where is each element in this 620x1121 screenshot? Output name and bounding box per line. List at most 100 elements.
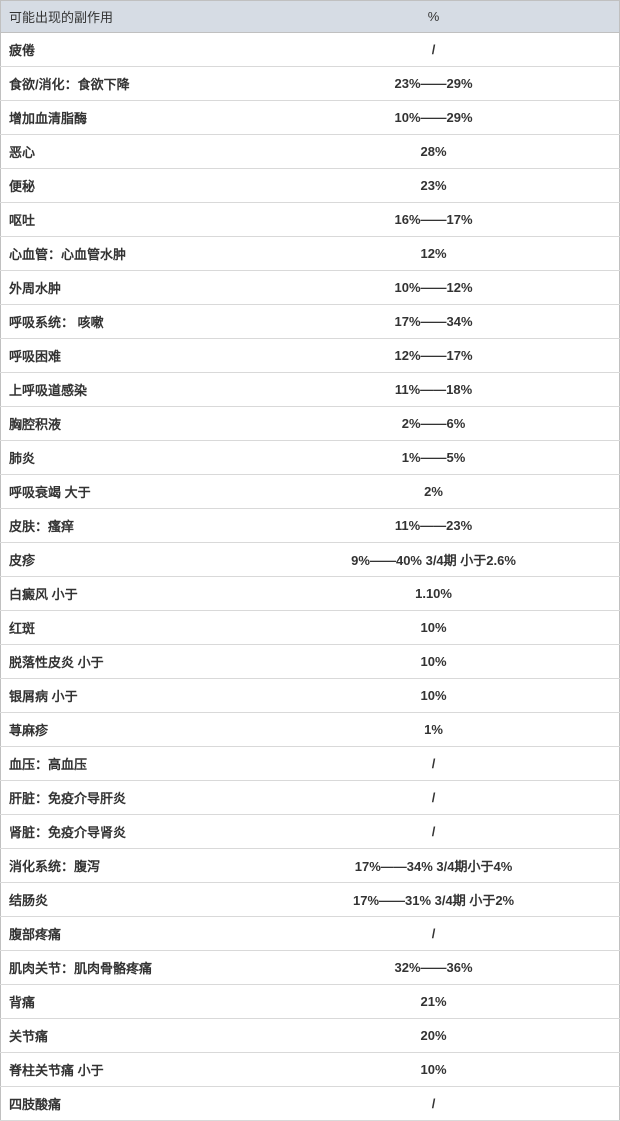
side-effect-label: 呼吸困难 [1,339,249,373]
column-header-percent: % [248,1,619,33]
side-effect-label: 心血管：心血管水肿 [1,237,249,271]
table-row: 银屑病 小于10% [1,679,620,713]
side-effect-value: 10% [248,679,619,713]
table-row: 荨麻疹1% [1,713,620,747]
side-effect-value: / [248,1087,619,1121]
table-row: 外周水肿10%——12% [1,271,620,305]
table-row: 消化系统：腹泻17%——34% 3/4期小于4% [1,849,620,883]
side-effect-value: / [248,747,619,781]
side-effect-label: 银屑病 小于 [1,679,249,713]
table-row: 血压：高血压/ [1,747,620,781]
side-effect-value: 11%——23% [248,509,619,543]
side-effect-label: 皮疹 [1,543,249,577]
side-effect-value: 1.10% [248,577,619,611]
side-effect-label: 恶心 [1,135,249,169]
side-effect-label: 关节痛 [1,1019,249,1053]
side-effect-value: 12%——17% [248,339,619,373]
side-effect-value: 10% [248,611,619,645]
side-effect-label: 肌肉关节：肌肉骨骼疼痛 [1,951,249,985]
side-effect-label: 上呼吸道感染 [1,373,249,407]
side-effect-label: 呼吸系统： 咳嗽 [1,305,249,339]
table-row: 皮疹9%——40% 3/4期 小于2.6% [1,543,620,577]
table-row: 胸腔积液2%——6% [1,407,620,441]
side-effect-label: 食欲/消化：食欲下降 [1,67,249,101]
table-row: 脱落性皮炎 小于10% [1,645,620,679]
table-row: 食欲/消化：食欲下降23%——29% [1,67,620,101]
side-effect-label: 脱落性皮炎 小于 [1,645,249,679]
table-row: 上呼吸道感染11%——18% [1,373,620,407]
table-row: 呼吸系统： 咳嗽17%——34% [1,305,620,339]
table-row: 白癜风 小于1.10% [1,577,620,611]
side-effect-label: 便秘 [1,169,249,203]
side-effect-value: 11%——18% [248,373,619,407]
side-effect-value: 32%——36% [248,951,619,985]
side-effect-value: 17%——34% [248,305,619,339]
table-row: 恶心28% [1,135,620,169]
side-effect-value: / [248,917,619,951]
side-effect-value: / [248,33,619,67]
side-effect-label: 消化系统：腹泻 [1,849,249,883]
side-effect-label: 疲倦 [1,33,249,67]
side-effect-value: 17%——34% 3/4期小于4% [248,849,619,883]
table-row: 肌肉关节：肌肉骨骼疼痛32%——36% [1,951,620,985]
table-body: 疲倦/食欲/消化：食欲下降23%——29%增加血清脂酶10%——29%恶心28%… [1,33,620,1121]
side-effect-value: 16%——17% [248,203,619,237]
side-effect-label: 胸腔积液 [1,407,249,441]
side-effect-label: 血压：高血压 [1,747,249,781]
table-row: 脊柱关节痛 小于10% [1,1053,620,1087]
table-row: 红斑10% [1,611,620,645]
table-row: 呼吸衰竭 大于2% [1,475,620,509]
side-effects-table: 可能出现的副作用 % 疲倦/食欲/消化：食欲下降23%——29%增加血清脂酶10… [0,0,620,1121]
side-effect-label: 呼吸衰竭 大于 [1,475,249,509]
side-effect-value: 20% [248,1019,619,1053]
table-row: 结肠炎17%——31% 3/4期 小于2% [1,883,620,917]
table-row: 关节痛20% [1,1019,620,1053]
table-row: 肝脏：免疫介导肝炎/ [1,781,620,815]
side-effect-value: 10% [248,645,619,679]
side-effect-label: 四肢酸痛 [1,1087,249,1121]
side-effect-label: 背痛 [1,985,249,1019]
side-effect-value: 1%——5% [248,441,619,475]
table-row: 四肢酸痛/ [1,1087,620,1121]
table-row: 呕吐16%——17% [1,203,620,237]
side-effect-value: 28% [248,135,619,169]
side-effect-label: 荨麻疹 [1,713,249,747]
side-effect-label: 肾脏：免疫介导肾炎 [1,815,249,849]
side-effect-value: 10%——12% [248,271,619,305]
side-effect-value: 21% [248,985,619,1019]
table-row: 心血管：心血管水肿12% [1,237,620,271]
side-effect-value: 2%——6% [248,407,619,441]
side-effect-value: 23%——29% [248,67,619,101]
table-row: 呼吸困难12%——17% [1,339,620,373]
side-effect-value: / [248,815,619,849]
side-effect-value: 10% [248,1053,619,1087]
table-row: 背痛21% [1,985,620,1019]
side-effect-label: 肝脏：免疫介导肝炎 [1,781,249,815]
side-effect-value: 10%——29% [248,101,619,135]
table-row: 疲倦/ [1,33,620,67]
side-effect-value: 9%——40% 3/4期 小于2.6% [248,543,619,577]
side-effect-label: 脊柱关节痛 小于 [1,1053,249,1087]
table-header-row: 可能出现的副作用 % [1,1,620,33]
side-effect-label: 外周水肿 [1,271,249,305]
table-row: 肺炎1%——5% [1,441,620,475]
table-row: 增加血清脂酶10%——29% [1,101,620,135]
side-effect-value: 12% [248,237,619,271]
column-header-side-effect: 可能出现的副作用 [1,1,249,33]
side-effect-label: 皮肤：瘙痒 [1,509,249,543]
table-row: 便秘23% [1,169,620,203]
side-effect-value: / [248,781,619,815]
side-effect-label: 红斑 [1,611,249,645]
side-effect-value: 23% [248,169,619,203]
side-effect-label: 增加血清脂酶 [1,101,249,135]
side-effect-value: 2% [248,475,619,509]
side-effect-label: 结肠炎 [1,883,249,917]
side-effect-label: 白癜风 小于 [1,577,249,611]
table-row: 皮肤：瘙痒11%——23% [1,509,620,543]
table-row: 肾脏：免疫介导肾炎/ [1,815,620,849]
side-effect-value: 17%——31% 3/4期 小于2% [248,883,619,917]
side-effect-label: 肺炎 [1,441,249,475]
side-effect-label: 呕吐 [1,203,249,237]
side-effect-label: 腹部疼痛 [1,917,249,951]
table-row: 腹部疼痛/ [1,917,620,951]
